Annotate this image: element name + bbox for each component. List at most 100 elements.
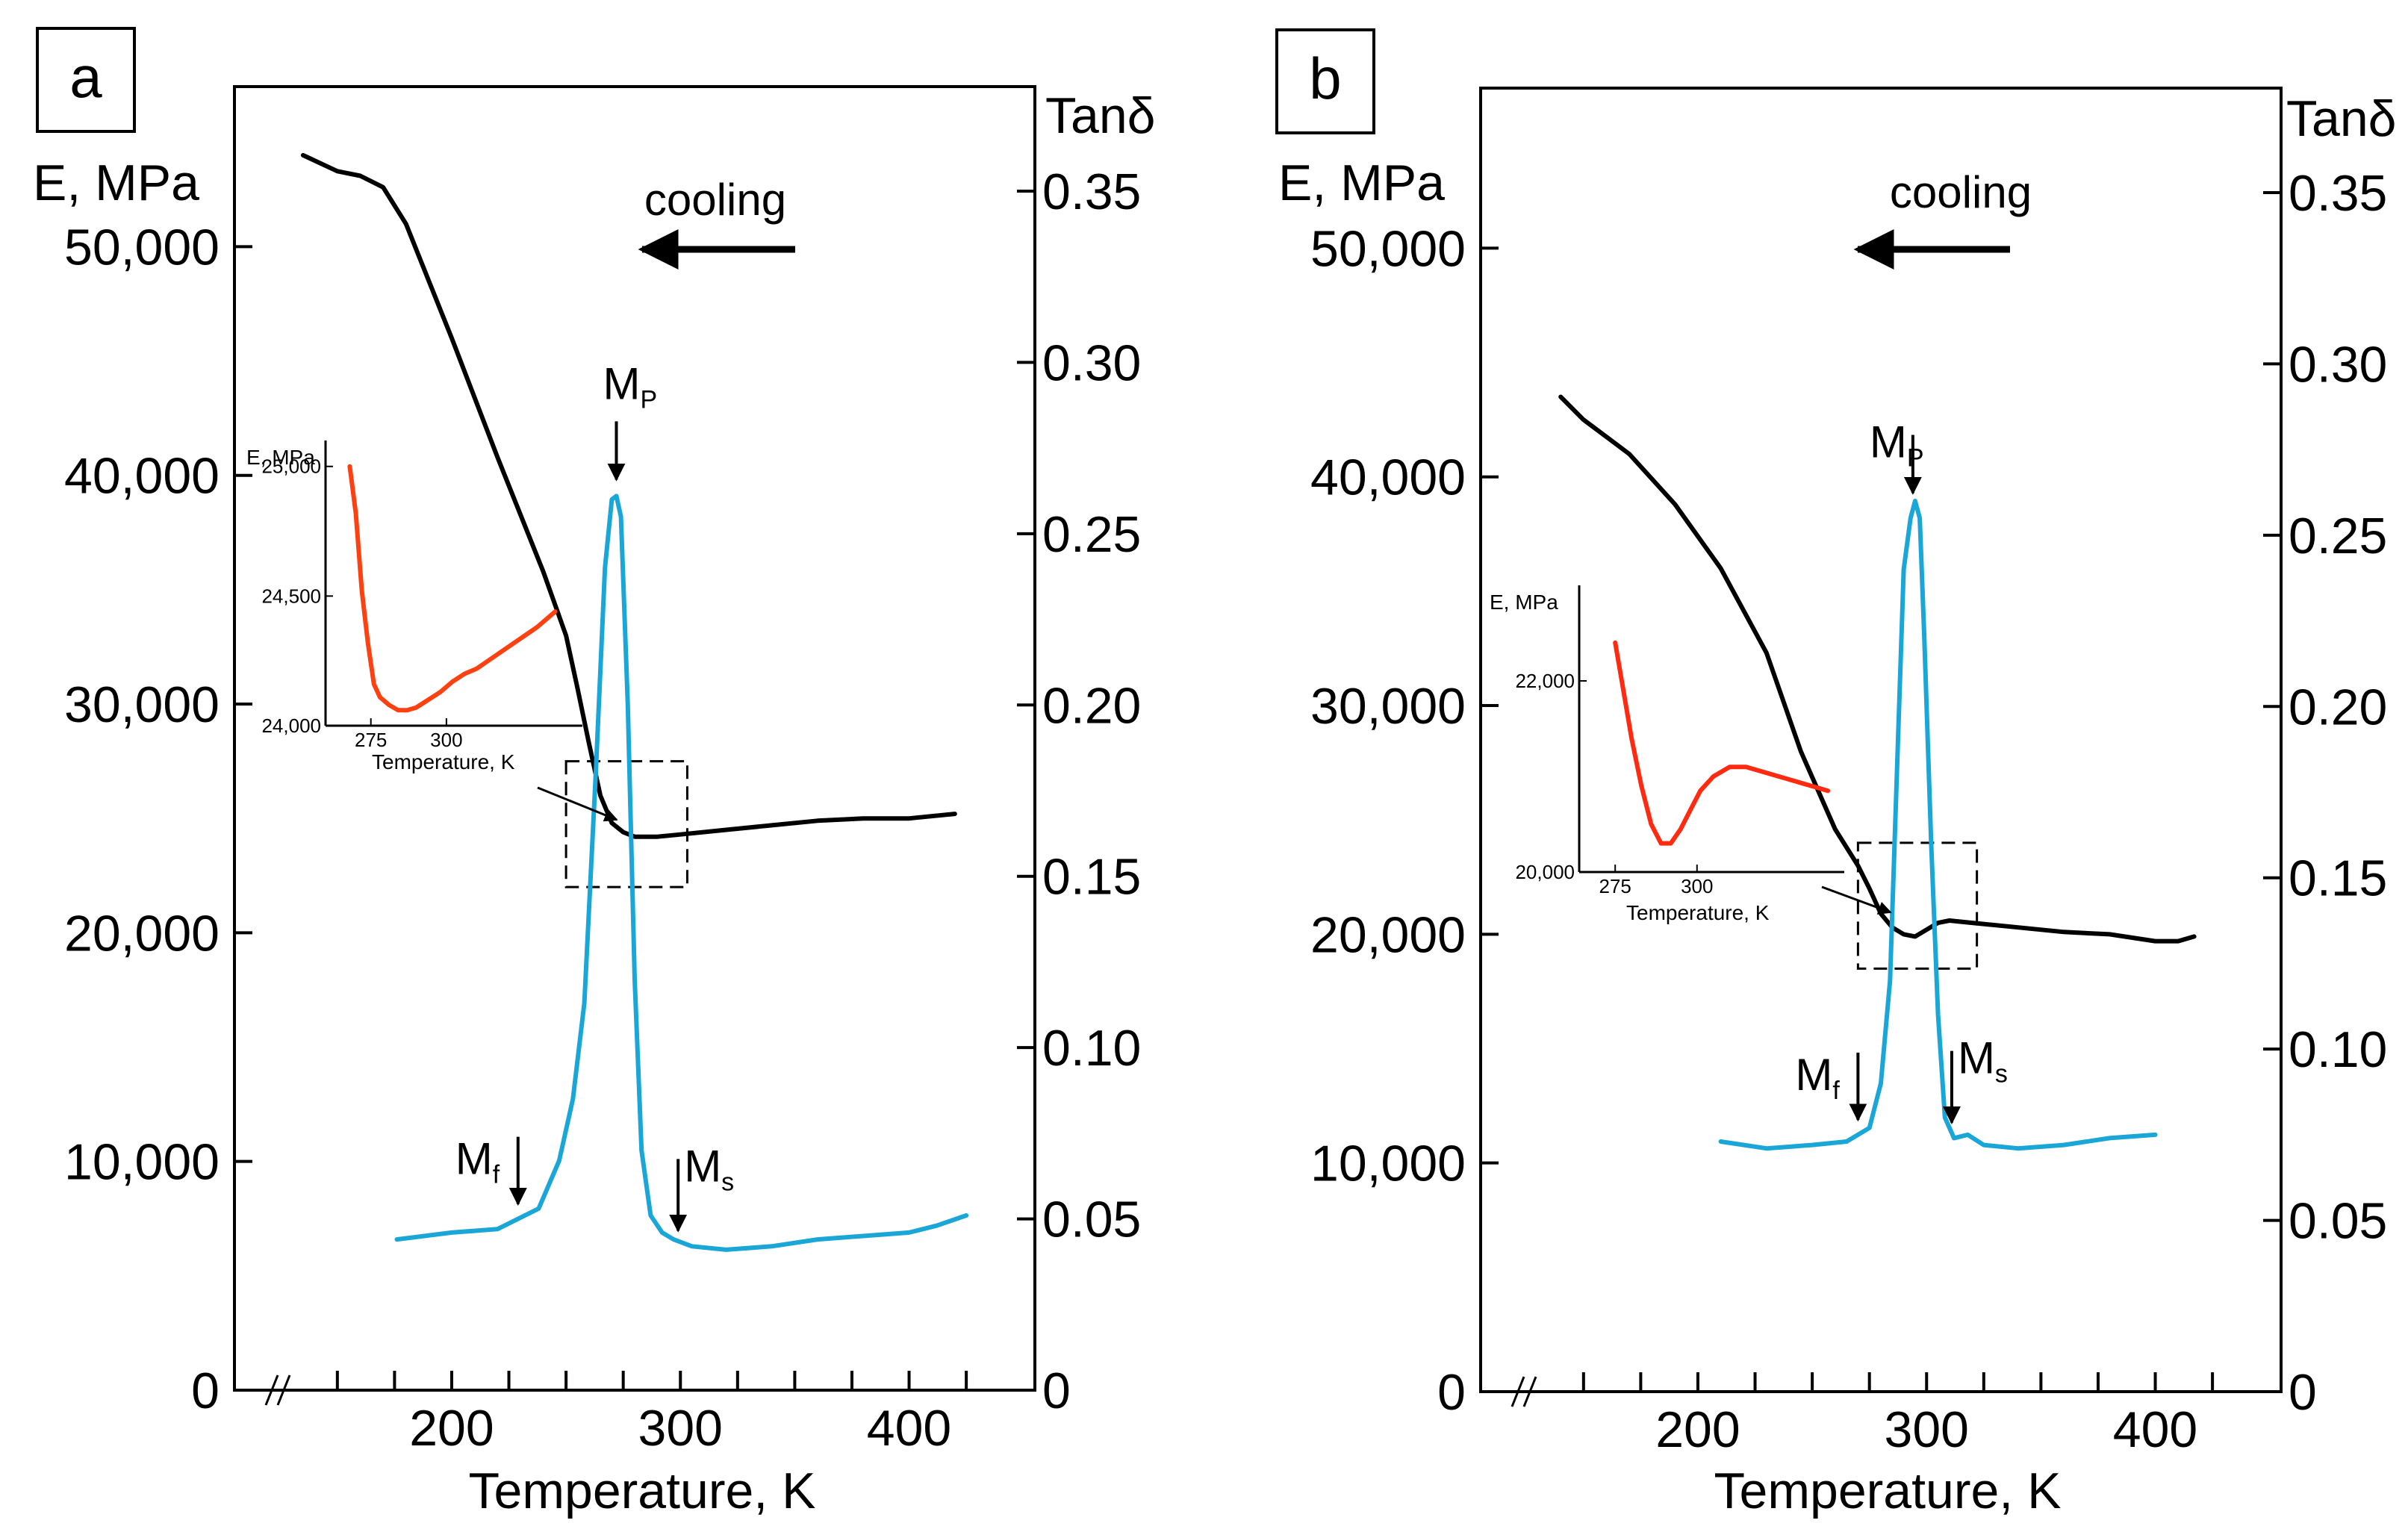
x-tick-label: 300 [638,1400,723,1457]
zoom-box [564,760,688,888]
mp-label: MP [1870,417,1924,472]
plot-frame [233,85,1036,1392]
inset-x-tick-label: 300 [1681,875,1713,897]
x-tick-label: 300 [1885,1401,1969,1458]
y2-tick-label: 0 [1042,1363,1071,1419]
y2-tick-label: 0.35 [2289,165,2387,222]
y2-tick-label: 0.10 [2289,1021,2387,1078]
axis-break-mark [264,1374,279,1406]
inset-x-label: Temperature, K [372,750,515,773]
right-axis-title: Tanδ [2286,90,2397,147]
y-tick-label: 20,000 [1310,906,1466,963]
x-tick-label: 400 [2113,1401,2197,1458]
panel-label: a [69,44,102,110]
axis-break [1511,1376,1537,1407]
series-layer [1558,394,2197,1151]
y-tick-label: 10,000 [1310,1136,1466,1192]
tan-delta-curve [394,493,969,1252]
inset-y-tick-label: 24,000 [261,714,321,737]
y-tick-label: 0 [1437,1364,1466,1421]
panel-label: b [1309,46,1341,111]
inset-y-tick-label: 24,500 [261,585,321,607]
x-axis-ticks: 200 300 400 [1581,1372,2215,1458]
y-tick-label: 0 [191,1363,220,1419]
y2-tick-label: 0.20 [2289,679,2387,735]
y-tick-label: 40,000 [1310,449,1466,506]
x-tick-label: 200 [1655,1401,1740,1458]
inset-pointer-arrow [537,786,618,822]
inset-x-label: Temperature, K [1626,901,1770,924]
y2-tick-label: 0.15 [1042,849,1141,906]
axis-break [264,1374,291,1406]
inset-modulus-curve [347,464,558,713]
y2-tick-label: 0.25 [1042,506,1141,563]
y2-axis-ticks: 0 0.05 0.10 0.15 0.20 0.25 0.30 0.35 [2263,165,2387,1421]
y-tick-label: 40,000 [64,448,220,505]
x-tick-label: 400 [867,1400,951,1457]
y2-tick-label: 0.30 [1042,334,1141,391]
y2-tick-label: 0.30 [2289,336,2387,393]
axis-break-mark [1511,1376,1525,1407]
panel-label-box [1275,28,1375,134]
x-axis-title: Temperature, K [469,1463,816,1519]
mp-annotation: MP [1870,417,1924,495]
cooling-label: cooling [1890,167,2032,217]
x-tick-label: 200 [409,1400,494,1457]
ms-annotation: Ms [1942,1033,2008,1124]
y2-tick-label: 0.05 [2289,1193,2387,1250]
inset-y-label: E, MPa [246,446,315,469]
y2-tick-label: 0.20 [1042,677,1141,734]
inset-pointer-arrow [1821,885,1892,915]
inset-ticks: 20,000 22,000 275 300 [1515,670,1713,897]
tan-delta-curve [1718,499,2158,1151]
inset-chart: E, MPa Temperature, K 24,000 24,500 25,000… [246,440,582,773]
y-tick-label: 30,000 [64,676,220,733]
inset-x-tick-label: 275 [355,729,387,751]
inset-ticks: 24,000 24,500 25,000 275 300 [261,455,462,751]
modulus-curve [1558,394,2197,944]
axis-break-mark [276,1374,291,1406]
y2-tick-label: 0.10 [1042,1020,1141,1077]
mf-label: Mf [455,1134,500,1189]
x-axis-ticks: 200 300 400 [335,1371,968,1457]
x-axis-title: Temperature, K [1714,1463,2062,1519]
y2-tick-label: 0.25 [2289,508,2387,564]
panel-label-box [36,27,136,133]
inset-y-label: E, MPa [1490,591,1558,614]
mf-label: Mf [1795,1050,1840,1105]
inset-x-tick-label: 275 [1599,875,1631,897]
y-axis-ticks: 0 10,000 20,000 30,000 40,000 50,000 [64,219,252,1419]
modulus-curve [300,152,957,839]
left-axis-title: E, MPa [33,155,199,211]
mp-label: MP [603,358,657,414]
ms-label: Ms [1958,1033,2008,1089]
inset-y-tick-label: 20,000 [1515,861,1575,883]
inset-modulus-curve [1613,640,1831,846]
y2-tick-label: 0.35 [1042,164,1141,220]
y-tick-label: 50,000 [64,219,220,275]
y-tick-label: 50,000 [1310,220,1466,277]
mp-annotation: MP [603,358,657,482]
ms-annotation: Ms [669,1141,734,1233]
plot-frame [1479,87,2283,1393]
inset-x-tick-label: 300 [430,729,462,751]
y-axis-ticks: 0 10,000 20,000 30,000 40,000 50,000 [1310,220,1499,1421]
inset-y-tick-label: 22,000 [1515,670,1575,692]
y-tick-label: 10,000 [64,1134,220,1191]
y2-tick-label: 0 [2289,1364,2317,1421]
inset-series [347,464,558,713]
axis-break-mark [1522,1376,1537,1407]
y2-axis-ticks: 0 0.05 0.10 0.15 0.20 0.25 0.30 0.35 [1017,164,1141,1419]
ms-label: Ms [684,1141,734,1196]
panel-a: a E, MPa Tanδ Temperature, K cooling 0 10… [33,27,1156,1519]
panel-b: b E, MPa Tanδ Temperature, K cooling 0 10… [1275,28,2397,1519]
zoom-box [1856,841,1979,970]
left-axis-title: E, MPa [1278,155,1445,211]
inset-series [1613,640,1831,846]
series-layer [300,152,969,1252]
y-tick-label: 30,000 [1310,678,1466,735]
inset-chart: E, MPa Temperature, K 20,000 22,000 275 300 [1490,585,1844,924]
mf-annotation: Mf [455,1134,527,1206]
y2-tick-label: 0.15 [2289,850,2387,907]
